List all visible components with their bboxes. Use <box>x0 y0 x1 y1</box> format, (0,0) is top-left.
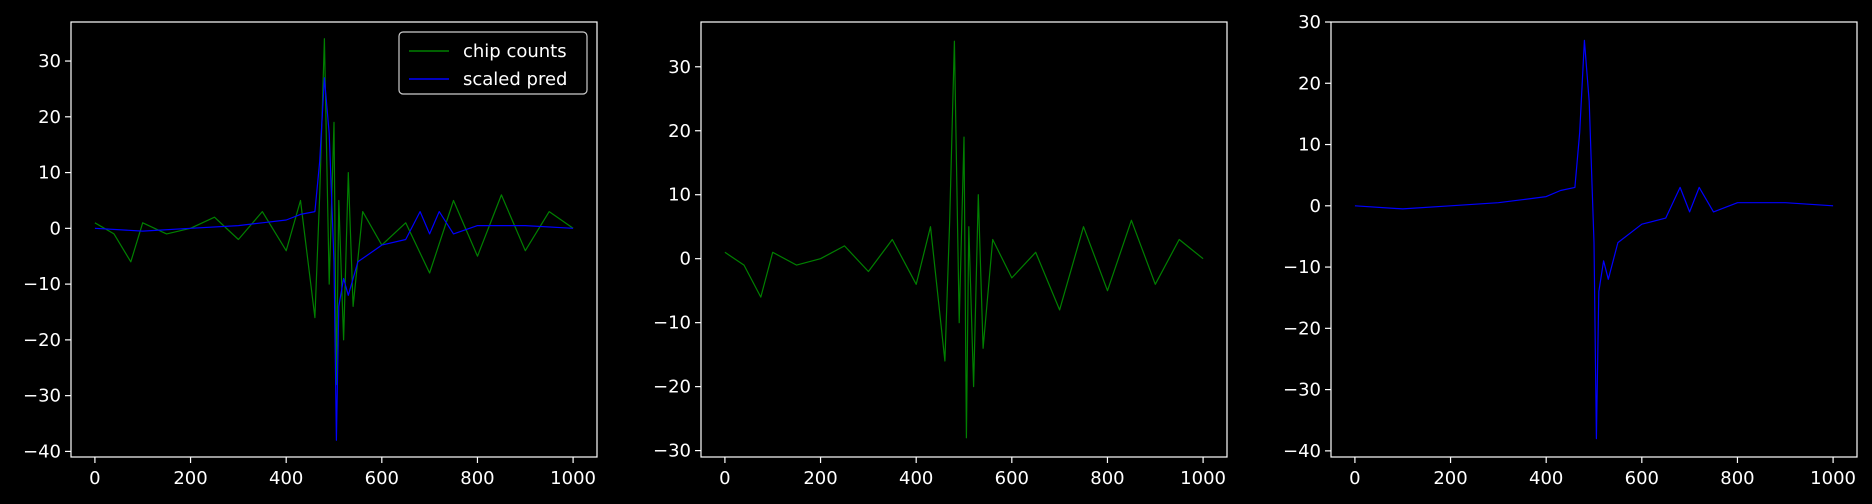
x-tick-label: 800 <box>1090 468 1124 489</box>
y-tick-label: −30 <box>1283 380 1321 401</box>
legend-label-chip-counts: chip counts <box>463 41 567 62</box>
x-tick-label: 1000 <box>1180 468 1226 489</box>
y-tick-label: −10 <box>23 274 61 295</box>
y-tick-label: 0 <box>1310 196 1321 217</box>
x-tick-label: 0 <box>719 468 730 489</box>
y-tick-label: 0 <box>50 218 61 239</box>
axes-frame <box>1330 21 1858 458</box>
y-tick-label: 20 <box>1298 73 1321 94</box>
x-tick-label: 800 <box>1720 468 1754 489</box>
axes-frame <box>70 21 598 458</box>
series-line-chip-counts <box>724 40 1204 439</box>
x-tick-label: 400 <box>899 468 933 489</box>
series-line-scaled-pred <box>94 77 574 441</box>
y-tick-label: −30 <box>23 386 61 407</box>
y-tick-label: 0 <box>680 249 691 270</box>
x-tick-label: 200 <box>1433 468 1467 489</box>
y-tick-label: −20 <box>653 377 691 398</box>
x-tick-label: 400 <box>1529 468 1563 489</box>
x-tick-label: 0 <box>1349 468 1360 489</box>
y-tick-label: 20 <box>668 121 691 142</box>
y-tick-label: 20 <box>38 107 61 128</box>
chart-panel-middle: 0 200 400 600 800 1000 −30 −20 −10 0 10 20 30 <box>653 21 1228 489</box>
y-tick-label: 30 <box>38 51 61 72</box>
y-tick-label: −20 <box>23 330 61 351</box>
x-tick-label: 200 <box>803 468 837 489</box>
y-tick-label: −20 <box>1283 318 1321 339</box>
x-tick-label: 800 <box>460 468 494 489</box>
y-tick-label: 10 <box>1298 135 1321 156</box>
legend-label-scaled-pred: scaled pred <box>463 69 567 90</box>
y-tick-label: 30 <box>668 57 691 78</box>
y-tick-label: −40 <box>1283 441 1321 462</box>
y-tick-label: −10 <box>1283 257 1321 278</box>
x-tick-label: 1000 <box>1810 468 1856 489</box>
chart-panel-right: 0 200 400 600 800 1000 −40 −30 −20 −10 0 10 20 30 <box>1283 12 1858 489</box>
y-tick-label: −40 <box>23 441 61 462</box>
legend: chip counts scaled pred <box>398 31 588 95</box>
x-tick-label: 400 <box>269 468 303 489</box>
y-tick-label: −30 <box>653 441 691 462</box>
x-tick-label: 600 <box>995 468 1029 489</box>
y-tick-label: 10 <box>38 163 61 184</box>
chart-panel-left: 0 200 400 600 800 1000 −40 −30 −20 −10 0 10 20 30 <box>23 21 598 489</box>
series-line-scaled-pred <box>1354 39 1834 440</box>
x-tick-label: 600 <box>365 468 399 489</box>
x-tick-label: 0 <box>89 468 100 489</box>
x-tick-label: 1000 <box>550 468 596 489</box>
y-tick-label: 10 <box>668 185 691 206</box>
y-tick-label: −10 <box>653 313 691 334</box>
x-tick-label: 600 <box>1625 468 1659 489</box>
y-tick-label: 30 <box>1298 12 1321 33</box>
x-tick-label: 200 <box>173 468 207 489</box>
axes-frame <box>700 21 1228 458</box>
